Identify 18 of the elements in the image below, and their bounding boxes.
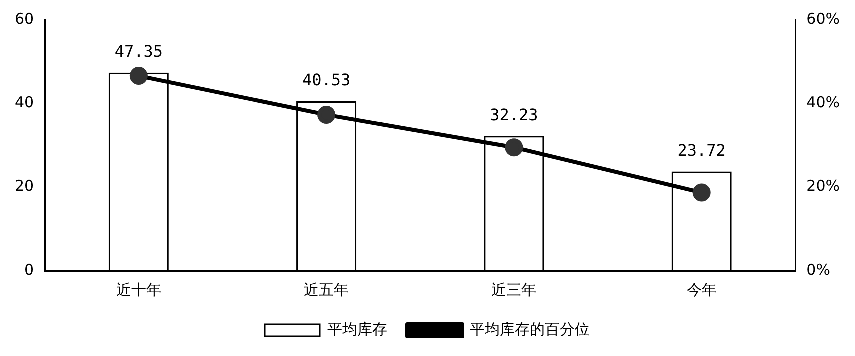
y2-tick-label: 40% <box>806 94 840 112</box>
y-tick-label: 20 <box>14 177 34 196</box>
y2-tick-label: 20% <box>806 177 840 196</box>
y-tick-label: 0 <box>24 260 34 279</box>
data-label: 40.53 <box>302 70 351 90</box>
y2-tick-label: 0% <box>806 260 830 279</box>
x-tick-label: 近十年 <box>116 280 162 299</box>
data-label: 23.72 <box>678 140 726 160</box>
data-label: 32.23 <box>490 105 538 124</box>
legend-label: 平均库存的百分位 <box>470 320 590 338</box>
y-tick-label: 40 <box>14 94 34 112</box>
y-tick-label: 60 <box>14 10 34 28</box>
y2-tick-label: 60% <box>806 10 840 28</box>
x-tick-label: 近三年 <box>492 280 537 299</box>
legend-label: 平均库存 <box>328 320 388 338</box>
x-tick-label: 今年 <box>686 280 717 299</box>
data-label: 47.35 <box>114 42 163 62</box>
x-tick-label: 近五年 <box>304 280 350 299</box>
